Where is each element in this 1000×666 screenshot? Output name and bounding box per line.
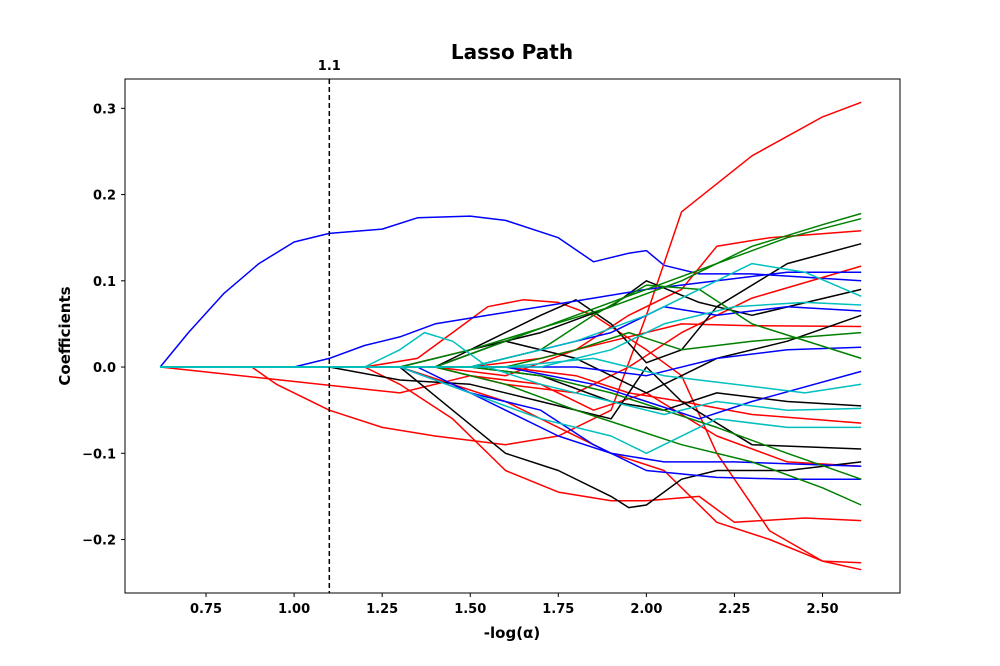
- series-line-31: [160, 262, 862, 368]
- series-line-23: [160, 212, 862, 368]
- x-axis-title: -log(α): [484, 624, 540, 642]
- series-line-25: [160, 366, 862, 506]
- series-line-30: [160, 366, 862, 455]
- chart-title: Lasso Path: [451, 40, 573, 64]
- threshold-label: 1.1: [318, 59, 341, 74]
- y-tick-label: 0.1: [93, 275, 116, 290]
- x-tick-label: 2.25: [718, 602, 750, 617]
- series-line-11: [160, 366, 862, 509]
- plot-background: [125, 79, 900, 593]
- plot-frame: [124, 78, 901, 594]
- y-tick-label: 0.0: [93, 361, 116, 376]
- x-tick-label: 1.00: [278, 602, 310, 617]
- y-tick-label: 0.3: [93, 102, 116, 117]
- series-line-1: [159, 215, 862, 368]
- series-line-3: [160, 366, 862, 524]
- y-tick-label: −0.2: [82, 534, 116, 549]
- y-tick-label: −0.1: [82, 447, 116, 462]
- series-line-5: [160, 299, 862, 564]
- x-tick-label: 2.50: [806, 602, 838, 617]
- vline-layer: 1.1: [318, 59, 341, 593]
- x-tick-label: 1.50: [454, 602, 486, 617]
- y-axis-title: Coefficients: [56, 286, 74, 385]
- x-tick-label: 1.75: [542, 602, 574, 617]
- x-tick-label: 1.25: [366, 602, 398, 617]
- series-line-2: [160, 101, 862, 446]
- series-line-29: [160, 331, 862, 416]
- x-tick-label: 2.00: [630, 602, 662, 617]
- series-line-27: [160, 366, 862, 480]
- x-tick-label: 0.75: [190, 602, 222, 617]
- series-line-6: [160, 230, 862, 377]
- series-line-33: [160, 301, 862, 368]
- series-line-24: [160, 217, 862, 368]
- series-layer: [159, 101, 862, 571]
- series-line-19: [160, 366, 862, 467]
- y-tick-label: 0.2: [93, 189, 116, 204]
- tick-layer: 0.75 1.00 1.25 1.50 1.75 2.00 2.25 2.50 −0.2 −0.1…: [82, 102, 838, 617]
